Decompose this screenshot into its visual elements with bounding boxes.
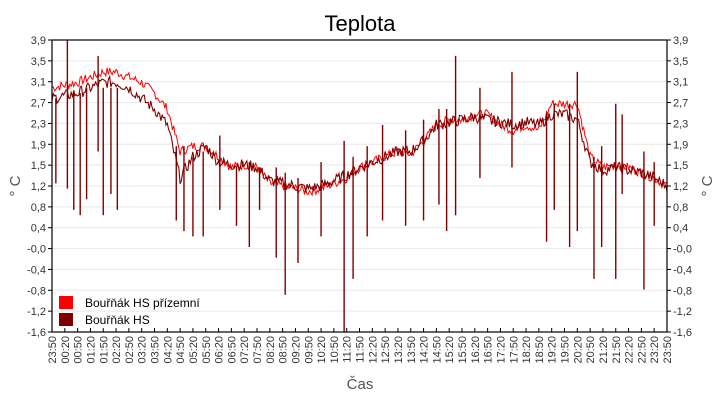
x-tick-label: 15:20 [444, 336, 456, 364]
x-axis: 23:50 00:20 00:50 01:20 01:50 02:20 02:50 03:20… [47, 328, 674, 364]
y-tick-label: 1,2 [673, 181, 688, 193]
x-tick-label: 13:20 [393, 336, 405, 364]
x-tick-label: 11:20 [342, 336, 354, 363]
x-tick-label: 14:20 [419, 336, 431, 364]
y-axis-label-left: ° C [7, 175, 24, 196]
legend-swatch-hs [59, 313, 73, 326]
x-tick-label: 05:20 [188, 336, 200, 364]
legend-label-hs: Bouřňák HS [85, 313, 150, 327]
x-tick-label: 23:20 [649, 336, 661, 364]
x-tick-label: 08:50 [278, 336, 290, 364]
y-tick-label: 0,8 [31, 202, 46, 214]
x-tick-label: 16:50 [483, 336, 495, 364]
chart-title: Teplota [325, 11, 397, 36]
x-tick-label: 01:50 [98, 336, 110, 364]
x-tick-label: 06:50 [226, 336, 238, 364]
y-tick-label: 1,2 [31, 181, 46, 193]
x-tick-label: 04:20 [162, 336, 174, 364]
x-tick-label: 19:20 [547, 336, 559, 364]
y-tick-label: -0,8 [27, 285, 46, 297]
x-tick-label: 17:20 [495, 336, 507, 364]
x-tick-label: 06:20 [214, 336, 226, 364]
x-tick-label: 21:50 [611, 336, 623, 364]
legend-swatch-prizemni [59, 296, 73, 309]
x-tick-label: 07:20 [239, 336, 251, 364]
x-tick-label: 18:20 [521, 336, 533, 364]
x-tick-label: 10:50 [329, 336, 341, 364]
x-tick-label: 22:20 [624, 336, 636, 364]
series-line [51, 74, 668, 193]
x-tick-label: 23:50 [47, 336, 59, 364]
x-tick-label: 23:50 [662, 336, 674, 364]
legend: Bouřňák HS přízemní Bouřňák HS [59, 296, 200, 327]
x-tick-label: 17:50 [508, 336, 520, 364]
y-tick-label: -0,0 [673, 244, 692, 256]
x-tick-label: 15:50 [457, 336, 469, 364]
y-tick-label: 2,7 [31, 98, 46, 110]
x-tick-label: 21:20 [598, 336, 610, 364]
x-tick-label: 16:20 [470, 336, 482, 364]
y-tick-label: -1,2 [673, 306, 692, 318]
y-tick-label: -0,4 [27, 264, 46, 276]
y-tick-label: 0,4 [31, 223, 46, 235]
x-tick-label: 07:50 [252, 336, 264, 364]
y-tick-label: 0,4 [673, 223, 688, 235]
y-tick-label: 3,9 [31, 35, 46, 47]
x-tick-label: 05:50 [201, 336, 213, 364]
x-tick-label: 19:50 [560, 336, 572, 364]
y-tick-label: 1,5 [673, 160, 688, 172]
x-tick-label: 03:20 [137, 336, 149, 364]
x-tick-label: 01:20 [85, 336, 97, 364]
y-tick-label: 3,9 [673, 35, 688, 47]
x-tick-label: 12:50 [380, 336, 392, 364]
y-tick-label: 2,7 [673, 98, 688, 110]
data-series [51, 40, 668, 332]
x-tick-label: 02:50 [124, 336, 136, 364]
x-tick-label: 03:50 [150, 336, 162, 364]
x-tick-label: 10:20 [316, 336, 328, 364]
x-tick-label: 00:20 [60, 336, 72, 364]
x-tick-label: 12:20 [367, 336, 379, 364]
y-tick-label: 3,1 [673, 77, 688, 89]
legend-label-prizemni: Bouřňák HS přízemní [85, 296, 200, 310]
x-tick-label: 18:50 [534, 336, 546, 364]
y-tick-label: -0,4 [673, 264, 692, 276]
x-tick-label: 13:50 [406, 336, 418, 364]
y-tick-label: 1,5 [31, 160, 46, 172]
y-tick-label: 3,1 [31, 77, 46, 89]
series-line [51, 67, 668, 197]
y-tick-label: 2,3 [673, 118, 688, 130]
y-tick-label: -1,2 [27, 306, 46, 318]
y-tick-label: -1,6 [673, 327, 692, 339]
x-tick-label: 04:50 [175, 336, 187, 364]
y-tick-label: -0,0 [27, 244, 46, 256]
y-axis-label-right: ° C [699, 175, 716, 196]
y-tick-label: 3,5 [31, 56, 46, 68]
y-tick-label: -0,8 [673, 285, 692, 297]
y-tick-label: 1,9 [673, 139, 688, 151]
x-tick-label: 20:20 [572, 336, 584, 364]
x-tick-label: 09:50 [303, 336, 315, 364]
x-axis-label: Čas [347, 376, 374, 393]
grid-lines [52, 60, 667, 312]
x-tick-label: 20:50 [585, 336, 597, 364]
y-tick-label: -1,6 [27, 327, 46, 339]
y-tick-label: 3,5 [673, 56, 688, 68]
x-tick-label: 11:50 [355, 336, 367, 363]
y-axis-left: 3,9 3,5 3,1 2,7 2,3 1,9 1,5 1,2 0,8 0,4 -0,0 -0,4 -0… [27, 35, 52, 339]
x-tick-label: 00:50 [73, 336, 85, 364]
x-tick-label: 09:20 [290, 336, 302, 364]
x-tick-label: 08:20 [265, 336, 277, 364]
x-tick-label: 02:20 [111, 336, 123, 364]
y-tick-label: 1,9 [31, 139, 46, 151]
x-tick-label: 22:50 [636, 336, 648, 364]
y-axis-right: 3,9 3,5 3,1 2,7 2,3 1,9 1,5 1,2 0,8 0,4 -0,0 -0,4 -0… [667, 35, 692, 339]
y-tick-label: 0,8 [673, 202, 688, 214]
y-tick-label: 2,3 [31, 118, 46, 130]
x-tick-label: 14:50 [431, 336, 443, 364]
